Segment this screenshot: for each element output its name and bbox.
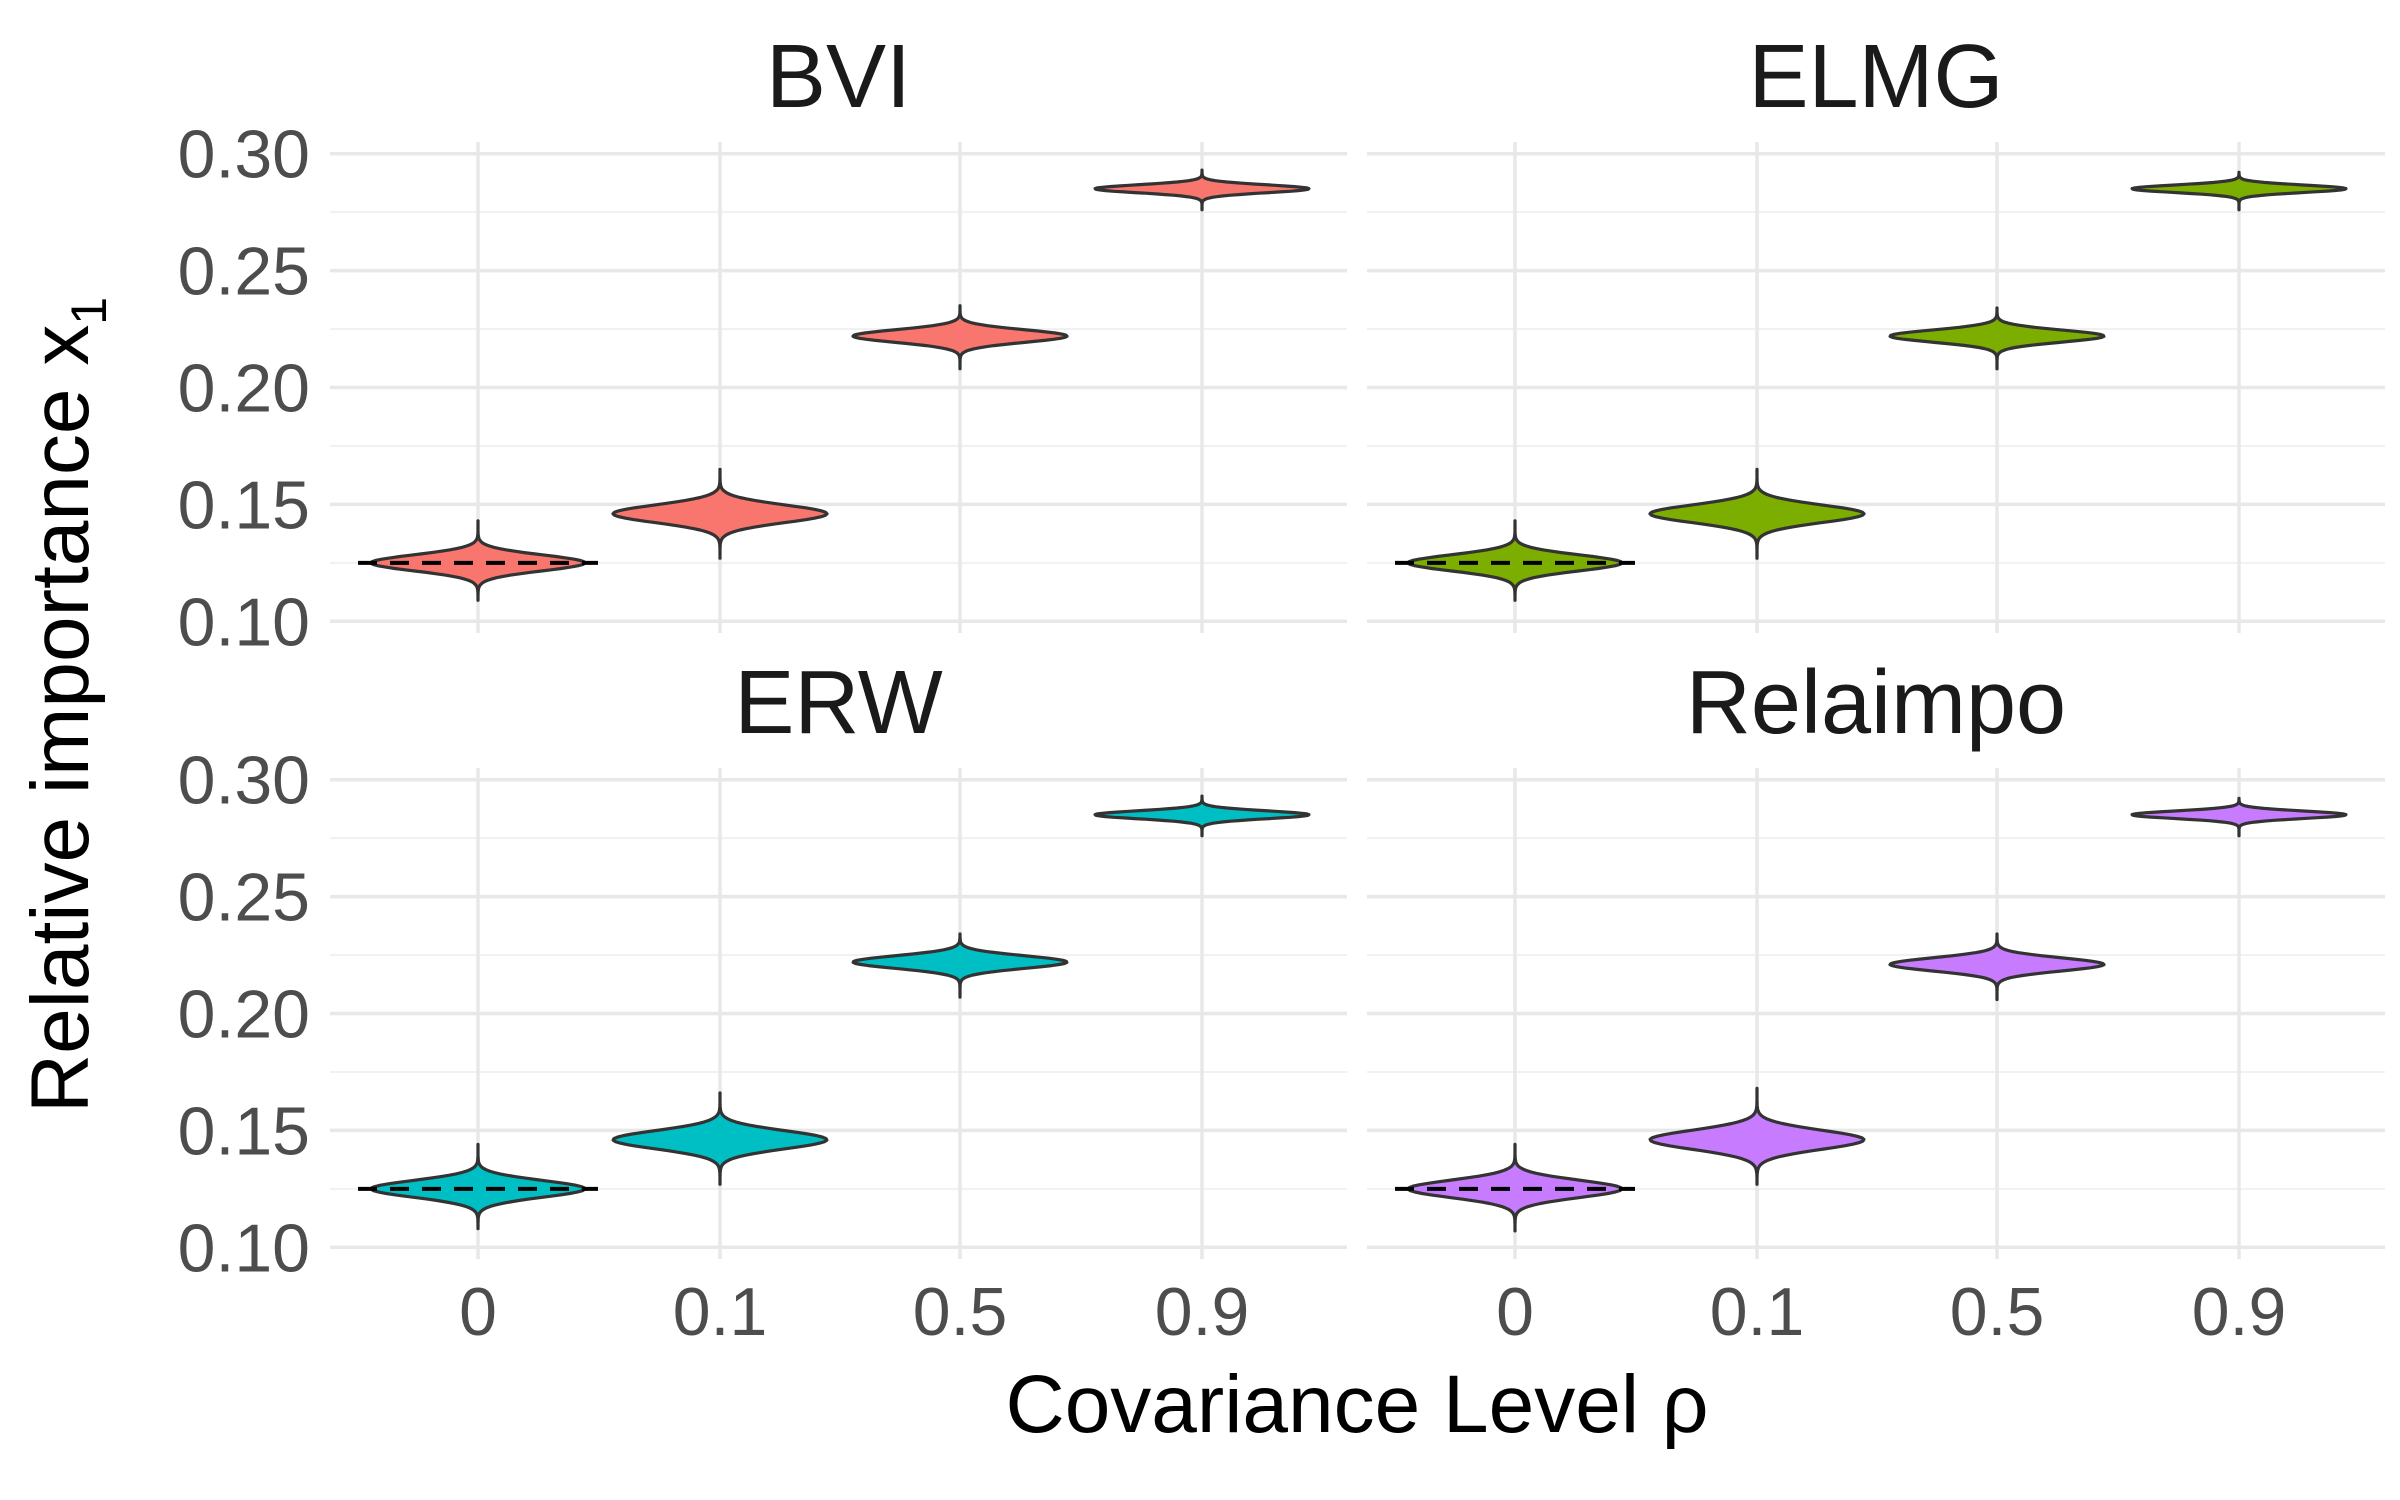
violin-0_1 <box>1648 1086 1866 1186</box>
panel-bvi: BVI 0.10 0.15 0.20 0.25 0.30 <box>178 27 1347 660</box>
y-tick-label: 0.20 <box>178 351 310 427</box>
panel-title: BVI <box>766 27 911 127</box>
y-tick-label: 0.20 <box>178 977 310 1053</box>
violin-0 <box>369 1142 587 1231</box>
violin-0_5 <box>1888 306 2106 371</box>
x-tick-label: 0 <box>1496 1274 1534 1350</box>
x-tick-label: 0.1 <box>1710 1274 1805 1350</box>
panels-layer: BVI0.100.150.200.250.30ELMGERW0.100.150.… <box>178 27 2385 1350</box>
x-tick-label: 0.9 <box>2192 1274 2287 1350</box>
y-tick-label: 0.25 <box>178 234 310 310</box>
violin-0_9 <box>2130 796 2348 838</box>
y-axis-label-subscript: 1 <box>61 297 117 325</box>
violin-0_1 <box>611 467 829 560</box>
violin-0_5 <box>1888 932 2106 1002</box>
panel-title: ELMG <box>1748 27 2003 127</box>
panel-elmg: ELMG <box>1367 27 2385 633</box>
violin-0_9 <box>1093 794 1311 838</box>
y-axis-label: Relative importance x1 <box>15 297 117 1113</box>
panel-title: Relaimpo <box>1686 653 2066 753</box>
y-tick-label: 0.15 <box>178 467 310 543</box>
violin-0_5 <box>851 932 1069 999</box>
violin-0_1 <box>611 1091 829 1186</box>
x-tick-label: 0.5 <box>913 1274 1008 1350</box>
y-axis-label-main: Relative importance x <box>15 325 106 1113</box>
violin-0 <box>1406 1142 1624 1233</box>
violin-0 <box>369 519 587 602</box>
violin-0_9 <box>1093 168 1311 212</box>
y-tick-label: 0.10 <box>178 584 310 660</box>
panel-title: ERW <box>734 653 942 753</box>
violin-0_9 <box>2130 170 2348 212</box>
y-tick-label: 0.25 <box>178 860 310 936</box>
x-tick-label: 0.5 <box>1950 1274 2045 1350</box>
y-tick-label: 0.30 <box>178 743 310 819</box>
x-tick-label: 0 <box>459 1274 497 1350</box>
x-tick-label: 0.1 <box>673 1274 768 1350</box>
panel-erw: ERW 0.10 0.15 0.20 0.25 0.30 0 0.1 0.5 0.9 <box>178 653 1347 1350</box>
violin-0_1 <box>1648 467 1866 560</box>
x-tick-label: 0.9 <box>1155 1274 1250 1350</box>
panel-relaimpo: Relaimpo 0 0.1 0.5 0.9 <box>1367 653 2385 1350</box>
y-tick-label: 0.10 <box>178 1210 310 1286</box>
y-tick-label: 0.15 <box>178 1093 310 1169</box>
y-tick-label: 0.30 <box>178 117 310 193</box>
violin-0_5 <box>851 304 1069 371</box>
violin-0 <box>1406 519 1624 602</box>
x-axis-label: Covariance Level ρ <box>1005 1359 1708 1450</box>
